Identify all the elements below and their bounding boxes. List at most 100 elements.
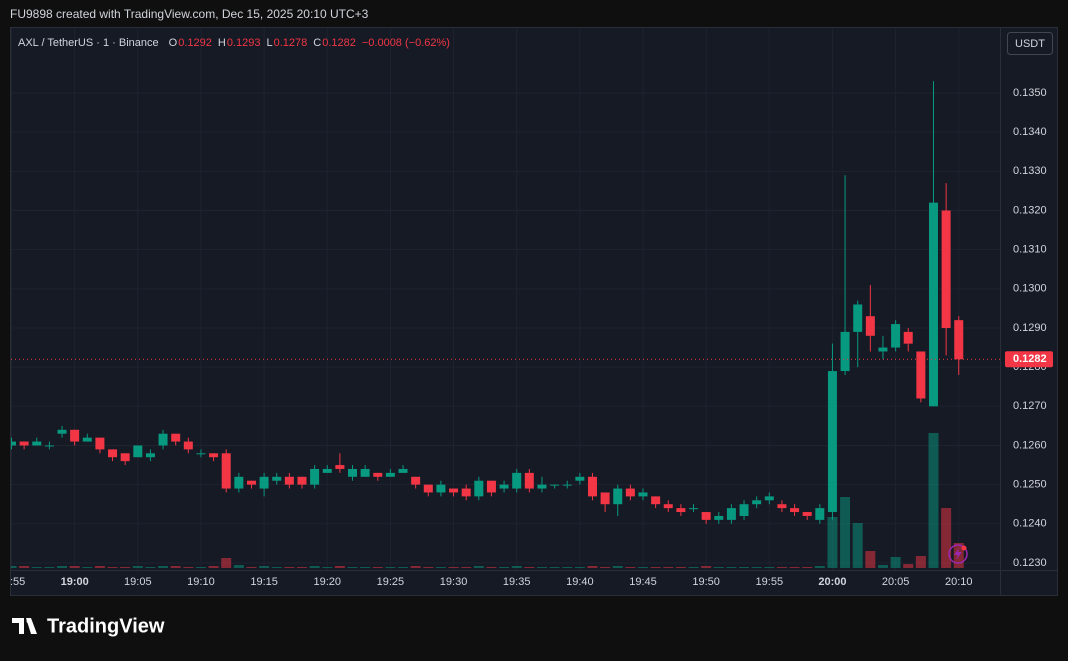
candle-body (689, 508, 699, 510)
x-tick-label: 20:05 (882, 576, 910, 588)
volume-bar (802, 567, 813, 568)
candle-body (108, 449, 118, 458)
candle-body (272, 476, 282, 481)
axes: 0.12300.12400.12500.12600.12700.12800.12… (11, 28, 1057, 595)
candle-body (322, 468, 332, 473)
symbol: AXL / TetherUS · 1 · Binance (18, 37, 159, 49)
candle-body (95, 437, 105, 450)
currency-button[interactable] (1007, 32, 1053, 55)
candle-body (284, 476, 294, 485)
volume-bar (448, 567, 459, 568)
candle-body (360, 468, 370, 477)
candle-body (663, 504, 673, 509)
x-tick-label: 20:00 (818, 576, 846, 588)
x-tick-label: 19:25 (377, 576, 405, 588)
last-price-label: 0.1282 (1013, 353, 1047, 365)
chart-panel (10, 27, 1058, 596)
icon-ring[interactable] (948, 544, 968, 564)
y-tick-label: 0.1270 (1013, 400, 1047, 412)
volume-bar (347, 567, 358, 568)
volume-bar (587, 566, 598, 568)
y-tick-label: 0.1310 (1013, 244, 1047, 256)
volume-bar (107, 567, 118, 568)
volume-bar (511, 566, 522, 568)
volume-bar (713, 567, 724, 568)
candle-body (840, 331, 850, 372)
volume-bar (461, 567, 472, 568)
volume-bar (612, 566, 623, 568)
candle-body (82, 437, 92, 442)
volume-bar (31, 567, 42, 568)
x-tick-label: 19:15 (250, 576, 278, 588)
change: −0.0008 (−0.62%) (362, 37, 450, 49)
volume-bar (372, 567, 383, 568)
candle-body (802, 512, 812, 516)
y-tick-label: 0.1300 (1013, 283, 1047, 295)
candle-body (903, 331, 913, 344)
volume-bar (423, 567, 434, 568)
candle-body (613, 488, 623, 505)
candle-body (196, 453, 206, 455)
candle-body (726, 508, 736, 520)
volume-bar (915, 556, 926, 568)
candle-body (714, 515, 724, 520)
x-tick-label: 19:50 (692, 576, 720, 588)
candle-body (676, 508, 686, 513)
x-tick-label: 18:55 (0, 576, 25, 588)
volume-bar (309, 566, 320, 568)
candle-body (171, 433, 181, 442)
candle-body (11, 441, 16, 446)
y-tick-label: 0.1320 (1013, 204, 1047, 216)
candle-body (928, 202, 938, 407)
volume-bar (865, 551, 876, 568)
lightning-icon[interactable] (948, 544, 968, 564)
currency[interactable]: USDT (1015, 38, 1045, 50)
legend-key: C (313, 37, 321, 49)
candle-body (310, 468, 320, 485)
candle-body (701, 512, 711, 520)
volume-bar (903, 564, 914, 568)
icon-bolt[interactable] (954, 548, 962, 560)
volume-bar (57, 566, 68, 568)
candle-body (423, 484, 433, 493)
candle-body (57, 429, 67, 434)
x-tick-label: 19:55 (756, 576, 784, 588)
volume-bar (776, 567, 787, 568)
legend-value: 0.1278 (274, 37, 308, 49)
y-tick-label: 0.1250 (1013, 479, 1047, 491)
volume-bar (11, 566, 17, 568)
volume-bar (486, 567, 497, 568)
volume-bar (499, 567, 510, 568)
volume-bar (701, 566, 712, 568)
candle-body (70, 429, 80, 442)
last-price-badge (1005, 351, 1053, 368)
volume-bar (170, 566, 181, 568)
candle-body (752, 500, 762, 505)
x-tick-label: 19:40 (566, 576, 594, 588)
x-tick-label: 19:20 (313, 576, 341, 588)
legend-value: 0.1282 (322, 37, 356, 49)
volume-bar (385, 567, 396, 568)
icon-dot[interactable] (961, 545, 967, 551)
y-tick-label: 0.1260 (1013, 439, 1047, 451)
candle-body (373, 472, 383, 477)
volume-bar (69, 566, 80, 568)
volume-bar (120, 567, 131, 568)
y-tick-label: 0.1290 (1013, 322, 1047, 334)
volume-bar (19, 566, 30, 568)
volume-bar (132, 566, 143, 568)
volume-bar (663, 567, 674, 568)
legend-value: 0.1292 (178, 37, 212, 49)
candle-body (398, 468, 408, 473)
volume-bar (638, 567, 648, 568)
x-tick-label: 20:10 (945, 576, 973, 588)
x-tick-label: 19:35 (503, 576, 531, 588)
candle-body (44, 445, 54, 447)
candle-body (562, 484, 572, 486)
volume-bar (840, 497, 851, 568)
volume-bar (246, 567, 257, 568)
volume-bar (284, 567, 295, 568)
candle-body (587, 476, 597, 497)
